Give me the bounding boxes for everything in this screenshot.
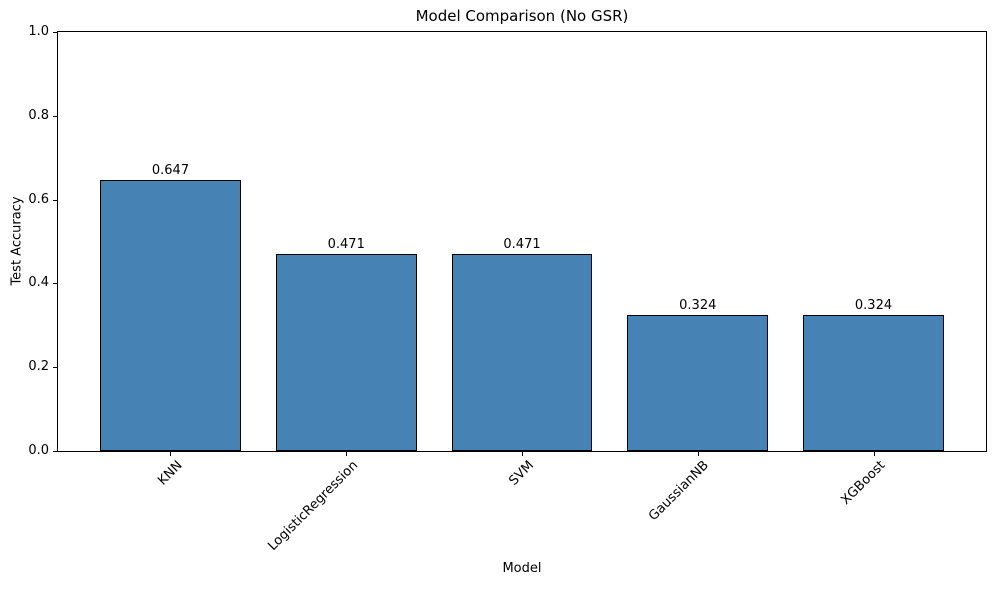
y-tick-mark — [53, 367, 57, 368]
y-tick-label: 0.6 — [28, 191, 49, 207]
bar — [451, 253, 593, 451]
bar-value-label: 0.647 — [151, 162, 190, 178]
y-tick-label: 0.8 — [28, 107, 49, 123]
bar — [275, 253, 417, 451]
bar — [100, 179, 241, 451]
x-tick-label: GaussianNB — [646, 458, 713, 524]
bar-value-label: 0.324 — [854, 298, 893, 314]
y-axis-label: Test Accuracy — [9, 196, 25, 286]
y-tick-mark — [53, 283, 57, 284]
x-tick-label: XGBoost — [838, 458, 889, 508]
x-axis-label: Model — [502, 561, 542, 576]
y-tick-mark — [53, 200, 57, 201]
x-tick-mark — [698, 452, 699, 456]
y-tick-label: 1.0 — [28, 24, 49, 39]
x-tick-mark — [170, 452, 171, 456]
y-tick-label: 0.4 — [28, 275, 49, 291]
x-tick-mark — [346, 452, 347, 456]
bar-value-label: 0.324 — [679, 298, 717, 314]
bar-value-label: 0.471 — [503, 236, 541, 252]
y-tick-mark — [53, 116, 57, 117]
x-tick-label: LogisticRegression — [264, 458, 361, 554]
plot-area — [57, 31, 987, 452]
y-tick-label: 0.2 — [28, 359, 49, 375]
y-tick-mark — [53, 32, 57, 33]
x-tick-label: SVM — [505, 458, 537, 489]
bar — [627, 315, 769, 451]
y-tick-label: 0.0 — [28, 443, 49, 458]
x-tick-mark — [522, 452, 523, 456]
bar — [803, 315, 944, 451]
x-tick-label: KNN — [154, 458, 186, 489]
chart-title: Model Comparison (No GSR) — [415, 7, 629, 25]
y-tick-mark — [53, 451, 57, 452]
bar-value-label: 0.471 — [327, 236, 365, 252]
x-tick-mark — [874, 452, 875, 456]
